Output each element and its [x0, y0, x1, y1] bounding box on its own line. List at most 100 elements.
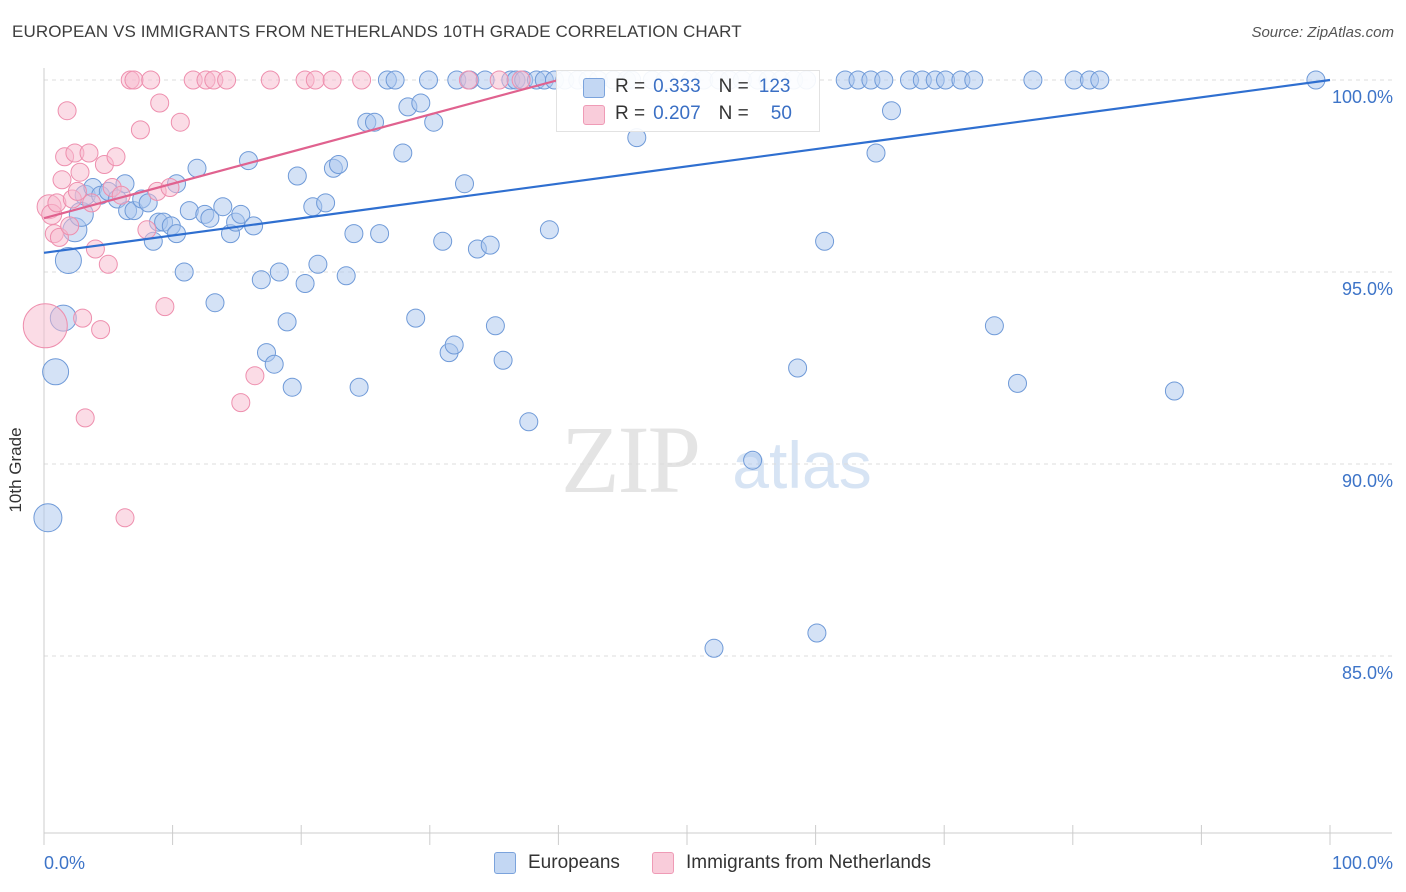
netherlands-point [75, 408, 95, 428]
y-tick-label: 90.0% [1342, 471, 1393, 491]
x-tick-label-min: 0.0% [44, 853, 85, 873]
european-point [807, 623, 827, 643]
netherlands-point [217, 70, 237, 90]
european-point [205, 293, 225, 313]
axes [43, 68, 1392, 845]
legend-n-label: N = [718, 76, 749, 97]
european-point [336, 266, 356, 286]
watermark: ZIP atlas [561, 406, 872, 513]
european-point [444, 335, 464, 355]
legend-n-value: 123 [758, 76, 791, 97]
netherlands-point [305, 70, 325, 90]
european-point [788, 358, 808, 378]
correlation-legend: R = 0.333 N = 123 R = 0.207 N = 50 [556, 70, 820, 132]
european-point [200, 208, 220, 228]
legend-swatch-netherlands [583, 105, 605, 125]
legend-r-label: R = [615, 103, 646, 124]
chart-source: Source: ZipAtlas.com [1251, 24, 1394, 41]
legend-r-value: 0.207 [653, 103, 701, 124]
netherlands-point [231, 393, 251, 413]
european-point [42, 358, 70, 386]
european-point [365, 112, 384, 132]
legend-n-value: 50 [770, 103, 792, 124]
european-point [308, 254, 328, 274]
european-point [251, 270, 271, 290]
european-point [519, 412, 539, 432]
european-point [493, 350, 513, 370]
netherlands-point [79, 143, 99, 163]
netherlands-point [22, 303, 68, 349]
netherlands-point [489, 70, 509, 90]
european-point [455, 174, 474, 194]
european-point [743, 450, 763, 470]
series-legend: Europeans Immigrants from Netherlands [0, 852, 1406, 878]
netherlands-point [98, 254, 118, 274]
european-point [179, 201, 199, 221]
netherlands-point [70, 162, 90, 182]
european-point [287, 166, 307, 186]
european-point [264, 354, 284, 374]
netherlands-point [150, 93, 170, 113]
y-tick-label: 95.0% [1342, 279, 1393, 299]
european-point [866, 143, 886, 163]
netherlands-point [141, 70, 161, 90]
netherlands-point [106, 147, 126, 167]
netherlands-point [322, 70, 342, 90]
european-point [231, 204, 251, 224]
netherlands-point [352, 70, 372, 90]
european-point [1008, 373, 1027, 393]
european-point [419, 70, 438, 90]
european-point [282, 377, 302, 397]
data-points [22, 70, 1326, 658]
legend-row-netherlands: R = 0.207 N = 50 [615, 101, 792, 127]
european-point [349, 377, 369, 397]
netherlands-point [85, 239, 105, 259]
legend-r-label: R = [615, 76, 646, 97]
european-point [316, 193, 336, 213]
europeans-swatch [494, 852, 516, 874]
netherlands-point [170, 112, 190, 132]
netherlands-label: Immigrants from Netherlands [686, 852, 931, 873]
netherlands-point [67, 181, 87, 201]
legend-r-value: 0.333 [653, 76, 701, 97]
european-point [370, 224, 390, 244]
netherlands-point [73, 308, 93, 328]
europeans-label: Europeans [528, 852, 620, 873]
series-legend-europeans: Europeans [494, 852, 620, 874]
european-point [277, 312, 297, 332]
european-point [406, 308, 426, 328]
watermark-zip: ZIP [561, 406, 699, 513]
series-legend-netherlands: Immigrants from Netherlands [652, 852, 931, 874]
european-point [1090, 70, 1110, 90]
y-tick-label: 100.0% [1332, 87, 1393, 107]
tick-labels: 85.0% 90.0% 95.0% 100.0% 0.0% 100.0% [44, 87, 1393, 873]
european-point [33, 503, 63, 533]
european-point [295, 274, 315, 293]
european-point [1023, 70, 1043, 90]
netherlands-trend-line [43, 78, 559, 220]
netherlands-point [511, 70, 531, 90]
european-point [385, 70, 405, 90]
netherlands-point [115, 508, 135, 528]
european-point [433, 231, 453, 251]
netherlands-point [260, 70, 280, 90]
european-point [815, 231, 835, 251]
european-point [329, 155, 348, 174]
european-point [485, 316, 505, 336]
europeans-trend-line [43, 78, 1331, 254]
netherlands-point [91, 320, 111, 340]
y-tick-label: 85.0% [1342, 663, 1393, 683]
legend-n-label: N = [718, 103, 749, 124]
european-point [882, 101, 901, 121]
european-point [480, 235, 500, 255]
trend-lines [43, 78, 1331, 254]
european-point [54, 247, 82, 274]
netherlands-point [160, 178, 180, 197]
legend-row-europeans: R = 0.333 N = 123 [615, 74, 790, 100]
legend-swatch-europeans [583, 78, 605, 98]
european-point [393, 143, 413, 163]
x-tick-label-max: 100.0% [1332, 853, 1393, 873]
netherlands-point [60, 216, 80, 236]
netherlands-point [130, 120, 150, 140]
